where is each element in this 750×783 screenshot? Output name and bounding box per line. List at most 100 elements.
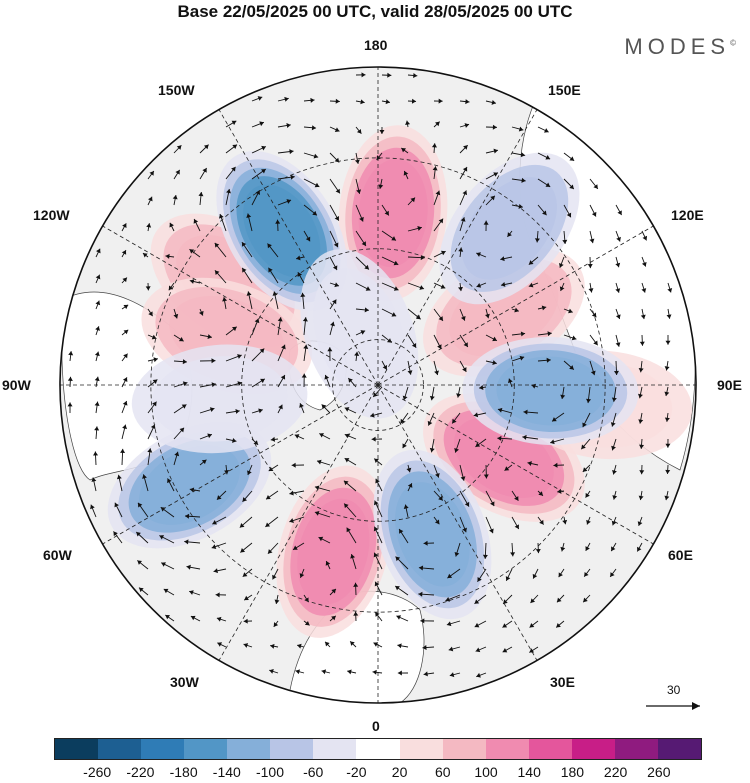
wind-vector-head	[314, 510, 320, 516]
wind-vector-head	[521, 177, 526, 183]
wind-vector-head	[330, 321, 335, 327]
wind-vector-head	[475, 647, 481, 653]
wind-vector-head	[406, 467, 412, 473]
wind-vector-head	[217, 642, 223, 647]
wind-vector-head	[463, 342, 468, 347]
wind-vector-head	[545, 155, 551, 160]
wind-vector-head	[348, 378, 353, 383]
wind-vector-head	[638, 419, 644, 424]
wind-vector-head	[449, 672, 455, 678]
wind-vector-head	[610, 422, 616, 427]
wind-vector-head	[267, 243, 272, 249]
wind-vector-head	[423, 540, 428, 546]
colorbar-tick-label: -220	[126, 764, 155, 780]
wind-vector-head	[370, 412, 375, 418]
wind-vector-head	[445, 596, 451, 602]
wind-vector-head	[385, 99, 390, 105]
wind-vector-head	[446, 621, 452, 627]
wind-vector-head	[167, 478, 172, 484]
wind-vector-head	[418, 591, 423, 597]
wind-vector-head	[437, 344, 442, 350]
wind-vector-head	[639, 470, 645, 475]
wind-vector-head	[423, 671, 428, 677]
wind-vector-head	[610, 572, 615, 577]
wind-vector-head	[462, 367, 467, 372]
anomaly-contour-band	[395, 482, 470, 587]
wind-vector-head	[344, 458, 350, 463]
wind-vector-head	[397, 643, 402, 649]
colorbar-tick-label: 20	[391, 764, 408, 780]
wind-vector-head	[664, 495, 670, 501]
wind-vector-head	[301, 373, 307, 378]
wind-vector-head	[265, 522, 271, 527]
wind-vector-head	[67, 376, 73, 381]
wind-vector-head	[94, 426, 100, 431]
wind-vector-head	[335, 98, 340, 104]
wind-vector-head	[476, 252, 481, 257]
wind-vector-head	[373, 500, 379, 506]
lon-label-0: 0	[372, 718, 380, 734]
wind-vector-head	[558, 263, 564, 268]
wind-vector-head	[638, 495, 644, 501]
colorbar-swatch	[485, 739, 529, 759]
colorbar-swatch	[399, 739, 443, 759]
wind-vector-head	[569, 184, 574, 190]
wind-vector-head	[611, 397, 617, 402]
wind-vector-head	[353, 582, 359, 587]
wind-vector-head	[665, 469, 671, 474]
wind-vector-head	[247, 470, 252, 475]
lon-label-90w: 90W	[2, 377, 31, 393]
wind-vector-head	[259, 121, 264, 127]
wind-vector-head	[347, 669, 352, 675]
wind-vector-head	[518, 126, 524, 132]
wind-vector-head	[448, 646, 454, 652]
wind-vector-head	[189, 249, 195, 254]
lon-label-60w: 60W	[43, 547, 72, 563]
wind-vector-head	[639, 444, 645, 449]
wind-vector-head	[666, 314, 672, 319]
wind-vector-head	[335, 188, 340, 194]
meridian-line	[218, 109, 379, 386]
wind-vector-head	[552, 417, 557, 422]
wind-vector-head	[396, 615, 402, 620]
wind-vector-head	[242, 572, 248, 577]
colorbar-swatch	[614, 739, 658, 759]
wind-vector-head	[148, 196, 153, 202]
wind-vector-head	[310, 97, 315, 103]
wind-vector-head	[332, 265, 338, 271]
wind-vector-head	[454, 551, 460, 557]
wind-vector-head	[514, 524, 519, 530]
wind-vector-head	[343, 480, 349, 486]
wind-vector-head	[237, 354, 242, 359]
wind-vector-head	[667, 287, 673, 293]
wind-vector-head	[278, 404, 283, 410]
wind-vector-head	[637, 521, 643, 526]
wind-vector-head	[122, 377, 128, 382]
wind-vector-head	[182, 381, 188, 387]
colorbar-swatch	[657, 739, 701, 759]
wind-vector-head	[514, 496, 519, 501]
wind-vector-head	[273, 622, 279, 627]
wind-vector-head	[490, 195, 495, 201]
wind-vector-head	[391, 236, 396, 241]
wind-vector-head	[586, 398, 592, 404]
wind-vector-head	[303, 344, 309, 349]
wind-vector-head	[391, 312, 397, 317]
wind-vector-head	[350, 641, 355, 646]
wind-vector-head	[374, 581, 380, 587]
wind-vector-head	[452, 418, 457, 424]
colorbar-tick-label: -60	[303, 764, 324, 780]
wind-vector-head	[489, 528, 494, 534]
wind-vector-head	[401, 147, 406, 153]
wind-vector-head	[325, 641, 330, 647]
low-anomaly-center	[462, 336, 639, 446]
wind-vector-head	[438, 316, 443, 321]
wind-vector-head	[114, 502, 119, 508]
wind-vector-head	[458, 286, 463, 292]
wind-vector-head	[440, 250, 446, 256]
wind-vector-head	[462, 190, 468, 196]
colorbar-tick-label: 220	[603, 764, 628, 780]
anomaly-contour-band	[139, 445, 240, 525]
meridian-line	[377, 225, 654, 386]
wind-vector-head	[241, 242, 247, 247]
